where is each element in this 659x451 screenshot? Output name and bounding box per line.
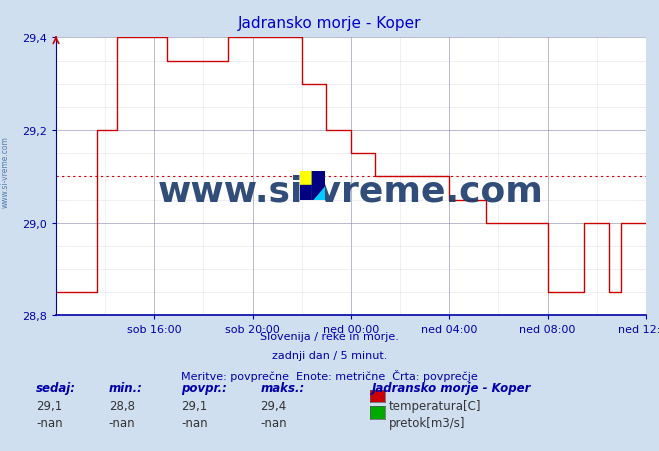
Text: -nan: -nan — [109, 416, 135, 429]
Text: Meritve: povprečne  Enote: metrične  Črta: povprečje: Meritve: povprečne Enote: metrične Črta:… — [181, 369, 478, 382]
Text: sedaj:: sedaj: — [36, 381, 76, 394]
Text: temperatura[C]: temperatura[C] — [389, 399, 481, 412]
Text: min.:: min.: — [109, 381, 142, 394]
Text: Slovenija / reke in morje.: Slovenija / reke in morje. — [260, 331, 399, 341]
Bar — [300, 186, 312, 201]
Text: www.si-vreme.com: www.si-vreme.com — [1, 135, 10, 207]
Text: maks.:: maks.: — [260, 381, 304, 394]
Bar — [300, 171, 312, 186]
Text: www.si-vreme.com: www.si-vreme.com — [158, 174, 544, 208]
Text: povpr.:: povpr.: — [181, 381, 227, 394]
Text: pretok[m3/s]: pretok[m3/s] — [389, 416, 465, 429]
Text: 29,1: 29,1 — [36, 399, 63, 412]
Text: -nan: -nan — [36, 416, 63, 429]
Text: -nan: -nan — [181, 416, 208, 429]
Text: Jadransko morje - Koper: Jadransko morje - Koper — [372, 381, 532, 394]
Text: 28,8: 28,8 — [109, 399, 134, 412]
Text: zadnji dan / 5 minut.: zadnji dan / 5 minut. — [272, 350, 387, 360]
Polygon shape — [312, 171, 325, 201]
Polygon shape — [312, 171, 325, 201]
Text: Jadransko morje - Koper: Jadransko morje - Koper — [238, 16, 421, 31]
Text: 29,4: 29,4 — [260, 399, 287, 412]
Text: -nan: -nan — [260, 416, 287, 429]
Text: 29,1: 29,1 — [181, 399, 208, 412]
